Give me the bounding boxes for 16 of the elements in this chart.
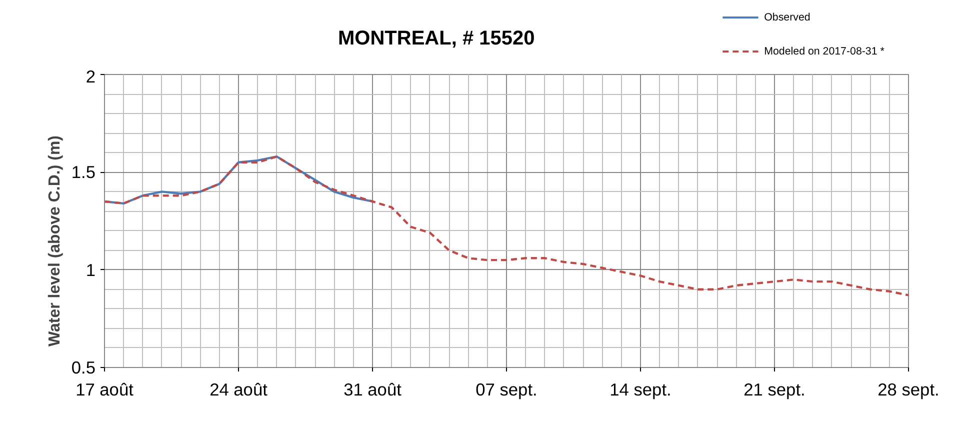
legend-label: Modeled on 2017-08-31 * — [764, 46, 884, 58]
legend-label: Observed — [764, 12, 810, 24]
y-tick-label: 2 — [86, 66, 96, 86]
x-tick-label: 31 août — [344, 380, 402, 400]
y-tick-label: 1 — [86, 260, 96, 280]
y-tick-label: 0.5 — [71, 358, 96, 378]
chart-title: MONTREAL, # 15520 — [338, 28, 535, 50]
line-series — [104, 155, 908, 296]
x-tick-label: 17 août — [76, 380, 134, 400]
x-tick-label: 21 sept. — [744, 380, 806, 400]
y-tick-label: 1.5 — [71, 162, 96, 182]
x-tick-label: 28 sept. — [878, 380, 940, 400]
x-tick-label: 07 sept. — [476, 380, 538, 400]
x-tick-label: 24 août — [210, 380, 268, 400]
x-tick-label: 14 sept. — [610, 380, 672, 400]
y-axis-title: Water level (above C.D.) (m) — [46, 135, 64, 347]
